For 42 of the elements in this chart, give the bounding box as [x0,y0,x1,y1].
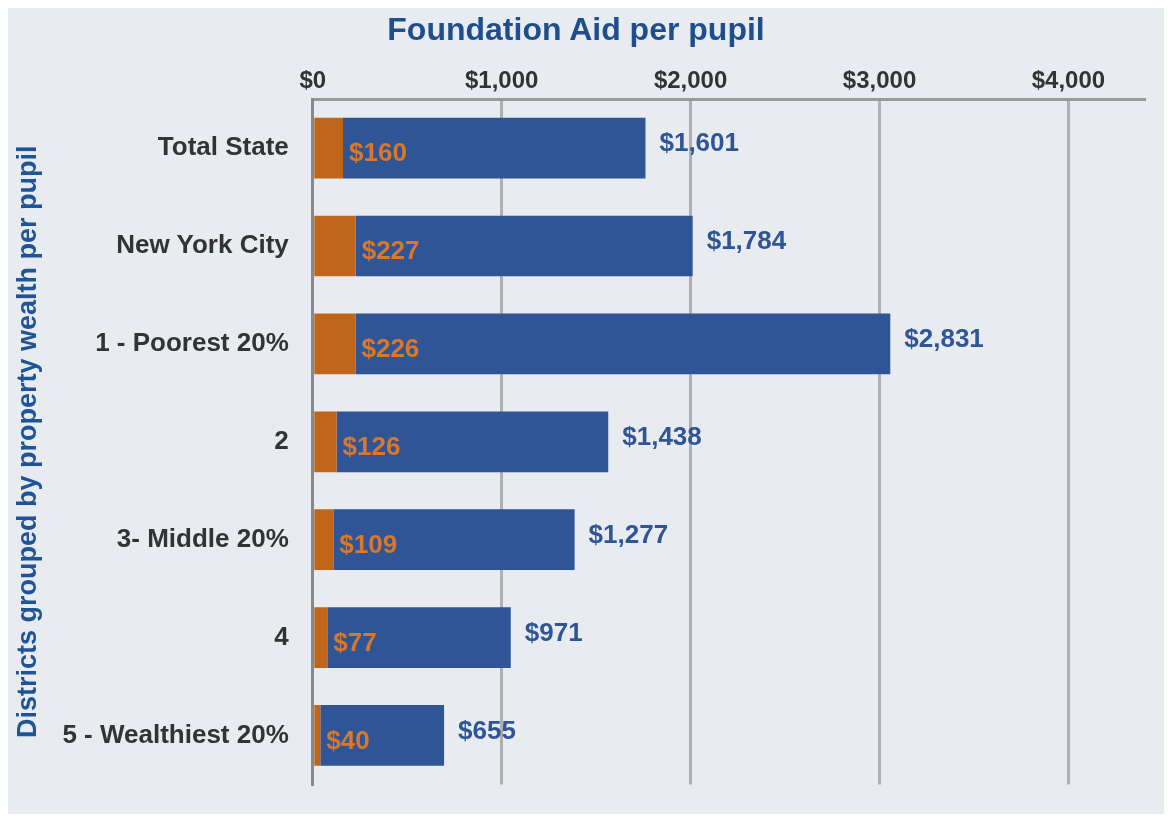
chart-title: Foundation Aid per pupil [387,11,765,48]
data-label: $1,601 [659,127,739,158]
bar [314,411,337,473]
data-label: $1,784 [706,225,787,256]
bar [343,117,646,179]
y-tick-label: 5 - Wealthiest 20% [62,718,289,749]
data-label: $109 [339,528,398,559]
bar [314,509,334,571]
data-label: $655 [458,714,516,745]
x-tick-label: $4,000 [1031,66,1106,94]
bar [314,117,344,179]
y-tick-label: 2 [274,424,289,455]
data-label: $2,831 [904,323,984,354]
y-tick-label: 4 [274,620,290,651]
bar [355,215,693,277]
data-label: $1,277 [588,518,669,549]
y-axis-title: Districts grouped by property wealth per pupil [11,145,42,739]
bar [314,705,321,766]
y-tick-label: Total State [157,131,289,162]
bar [314,313,356,375]
bar [314,607,328,668]
data-label: $40 [326,724,370,755]
x-tick-label: $1,000 [464,66,539,94]
data-label: $971 [524,616,583,647]
bar [333,509,575,571]
bar [314,215,356,277]
data-label: $227 [361,235,420,266]
y-tick-label: New York City [116,229,290,260]
data-label: $1,438 [622,420,702,451]
bar [320,705,445,766]
x-tick-label: $3,000 [842,66,917,94]
bar [355,313,891,375]
data-label: $126 [342,430,401,461]
y-tick-label: 1 - Poorest 20% [95,327,289,358]
y-tick-label: 3- Middle 20% [116,522,289,553]
data-label: $77 [333,626,377,657]
x-tick-label: $2,000 [653,66,728,94]
bar [327,607,511,668]
bar [336,411,609,473]
x-tick-label: $0 [299,66,327,94]
data-label: $160 [349,137,407,168]
data-label: $226 [361,333,420,364]
